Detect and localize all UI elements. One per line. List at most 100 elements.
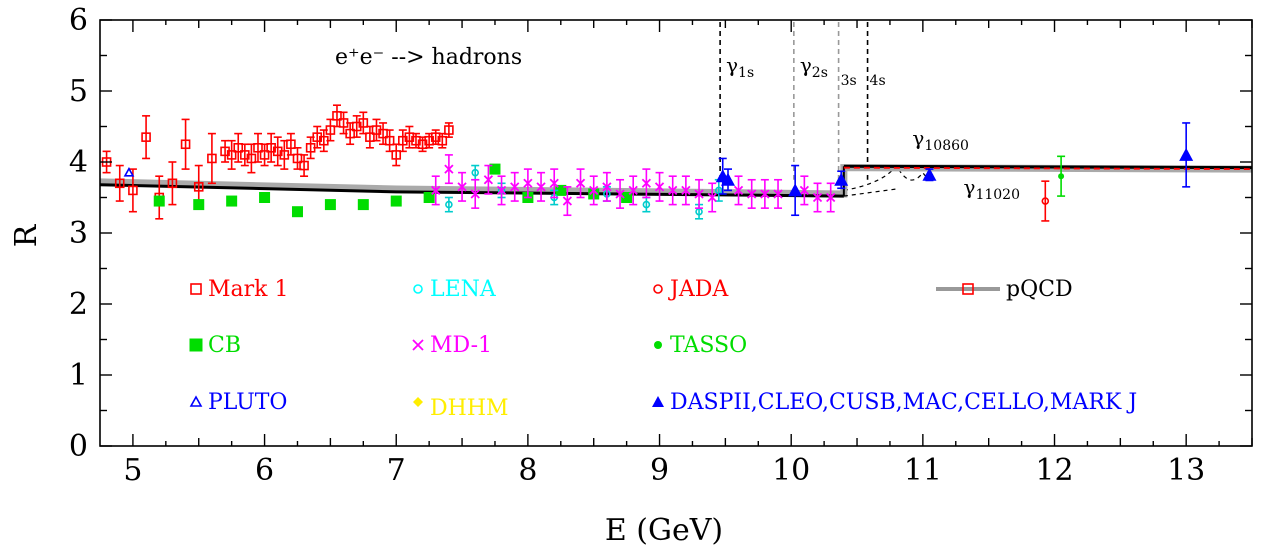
x-tick-label: 9 (650, 453, 669, 488)
data-point (365, 132, 375, 142)
data-point (384, 135, 395, 146)
x-tick-label: 6 (255, 453, 274, 488)
y-tick-label: 0 (69, 429, 88, 464)
data-point (358, 118, 369, 128)
x-tick-label: 13 (1167, 453, 1205, 488)
y-tick-label: 6 (69, 3, 88, 38)
legend-marker (412, 339, 424, 351)
data-point (834, 172, 849, 186)
legend: Mark 1 LENA JADA pQCD CB MD-1 TASSO PLUTO DHHM DA… (189, 277, 1137, 421)
legend-item: LENA (413, 277, 497, 302)
data-point (299, 160, 309, 171)
data-point (773, 189, 783, 199)
data-point (233, 143, 244, 153)
data-point (549, 178, 559, 188)
data-point (128, 185, 138, 196)
x-tick-label: 11 (904, 453, 942, 488)
data-point (1041, 197, 1050, 205)
data-point (390, 195, 402, 207)
data-point (167, 178, 178, 189)
data-point (489, 163, 501, 175)
resonance-label: 3s (841, 73, 857, 89)
data-point (444, 164, 454, 174)
legend-marker (652, 396, 664, 407)
data-point (332, 111, 342, 121)
legend-marker (190, 283, 202, 295)
legend-item: TASSO (654, 333, 747, 358)
data-point (226, 195, 238, 207)
plot-frame (99, 19, 1253, 447)
legend-label: LENA (430, 277, 497, 302)
y-tick-label: 1 (69, 358, 88, 393)
data-point (445, 200, 453, 209)
legend-label: MD-1 (430, 333, 492, 358)
data-point (483, 175, 494, 185)
pqcd-upper-dash (843, 166, 1253, 170)
data-point (788, 183, 803, 197)
continuation-dash (843, 188, 897, 197)
data-point (378, 128, 388, 139)
data-point (457, 182, 467, 192)
data-point (826, 192, 836, 203)
y-axis-title: R (9, 223, 44, 247)
legend-item: MD-1 (412, 333, 492, 358)
data-point (471, 168, 480, 177)
data-point (291, 206, 303, 218)
data-point (1179, 147, 1194, 161)
data-point (721, 172, 736, 186)
data-point (193, 199, 205, 211)
series-daspii-cleo-cusb-mac-cello-mark-j (715, 122, 1194, 217)
data-point (628, 185, 638, 196)
resonance-label: γ10860 (912, 126, 969, 154)
x-tick-label: 5 (123, 453, 142, 488)
data-point (812, 192, 823, 203)
data-point (286, 139, 296, 150)
data-point (496, 185, 507, 196)
data-point (575, 178, 586, 188)
y-tick-label: 2 (69, 287, 88, 322)
resonance-shape (843, 164, 937, 191)
legend-label: DASPII,CLEO,CUSB,MAC,CELLO,MARK J (670, 390, 1137, 415)
data-point (180, 139, 191, 150)
legend-marker (962, 283, 974, 295)
data-point (141, 132, 151, 142)
data-point (391, 150, 402, 160)
legend-item: DHHM (413, 396, 509, 421)
data-point (641, 178, 652, 188)
x-tick-label: 8 (518, 453, 537, 488)
data-point (707, 192, 717, 203)
legend-label: TASSO (670, 333, 747, 358)
theory-curve-upper (843, 164, 1253, 170)
data-point (153, 195, 165, 207)
data-point (253, 143, 263, 153)
legend-marker (413, 397, 423, 407)
legend-item: pQCD (936, 277, 1073, 302)
data-point (602, 182, 612, 192)
data-point (733, 185, 744, 196)
data-point (694, 189, 704, 199)
data-point (437, 135, 448, 146)
x-tick-label: 12 (1035, 453, 1073, 488)
legend-marker (189, 395, 203, 407)
data-point (325, 125, 336, 135)
series-tasso (1057, 155, 1066, 197)
data-point (799, 185, 810, 196)
data-point (510, 182, 520, 192)
data-point (562, 196, 573, 206)
data-point (207, 153, 217, 164)
data-point (193, 182, 204, 192)
data-point (423, 192, 435, 203)
y-tick-label: 5 (69, 74, 88, 109)
data-point (114, 178, 125, 189)
resonance-label: 4s (870, 73, 886, 89)
legend-label: CB (208, 333, 241, 358)
series-lena (444, 164, 723, 220)
data-point (324, 199, 336, 211)
x-tick-label: 7 (387, 453, 406, 488)
data-point (668, 185, 678, 196)
data-point (345, 128, 355, 139)
process-label: e⁺e⁻ --> hadrons (335, 45, 522, 70)
data-point (621, 192, 633, 203)
x-axis-title: E (GeV) (605, 513, 723, 548)
